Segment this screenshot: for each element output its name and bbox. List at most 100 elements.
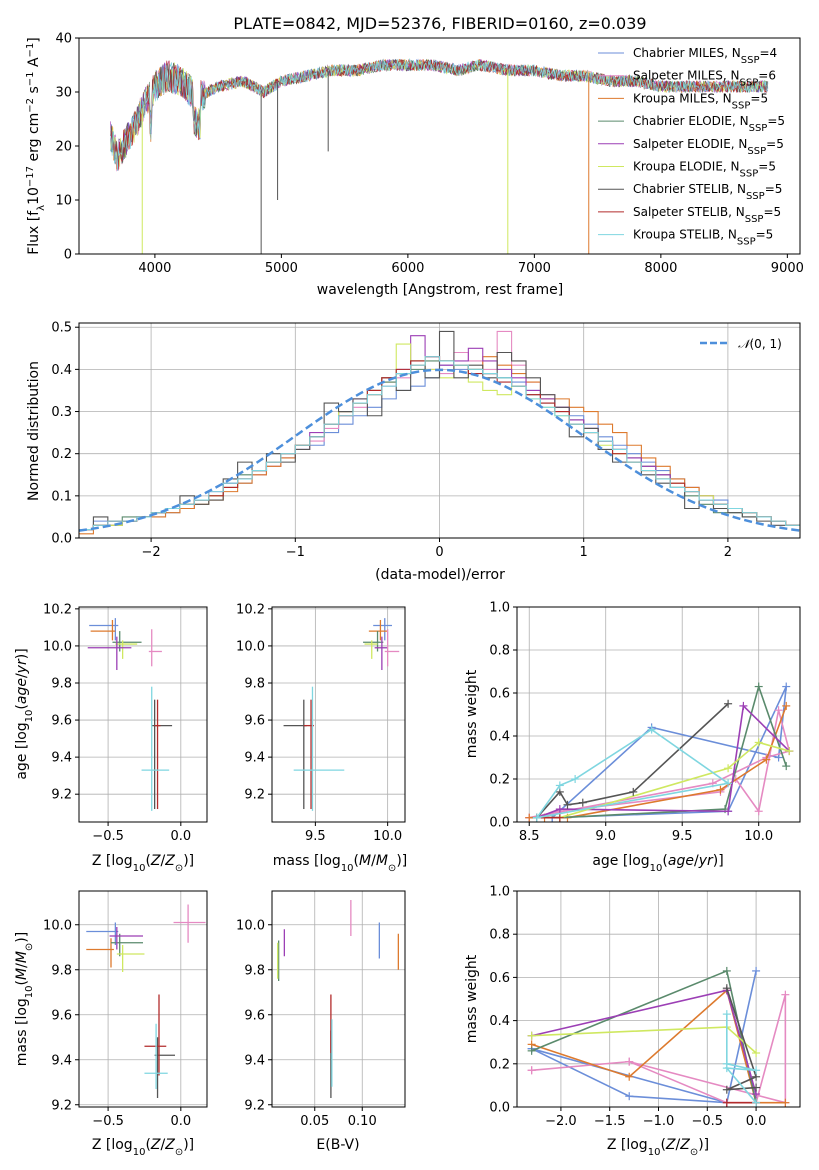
weight-vs-z bbox=[517, 890, 800, 1108]
mass-vs-ebv-xtick-label: 0.10 bbox=[348, 1114, 377, 1129]
weight-vs-z-ytick-label: 0.8 bbox=[489, 928, 510, 943]
age-vs-z-xtick-label: −0.5 bbox=[92, 829, 124, 844]
weight-vs-age-series bbox=[536, 728, 731, 819]
spectrum-axes-xtick-label: 9000 bbox=[771, 261, 804, 276]
spectrum-axes-xtick-label: 5000 bbox=[265, 261, 298, 276]
age-vs-mass-ytick-label: 9.6 bbox=[244, 714, 265, 729]
weight-vs-age-ytick-label: 0.6 bbox=[489, 687, 510, 702]
legend-label: Chabrier MILES, NSSP=4 bbox=[633, 46, 777, 66]
mass-vs-z-ytick-label: 9.6 bbox=[51, 1008, 72, 1023]
mass-vs-z-ylabel: mass [log10(M/M⊙)] bbox=[14, 932, 35, 1067]
legend-label: Salpeter STELIB, NSSP=5 bbox=[633, 205, 781, 225]
spectrum-axes bbox=[110, 58, 769, 254]
weight-vs-age-xtick-label: 10.0 bbox=[744, 829, 773, 844]
spectrum-axes-xtick-label: 4000 bbox=[138, 261, 171, 276]
mass-vs-ebv-xlabel: E(B-V) bbox=[316, 1137, 359, 1153]
weight-vs-age-ylabel: mass weight bbox=[464, 669, 480, 758]
spectrum-axes-ytick-label: 20 bbox=[55, 140, 72, 155]
legend-label: Kroupa ELODIE, NSSP=5 bbox=[633, 160, 776, 180]
hist-axes-ytick-label: 0.1 bbox=[51, 489, 72, 504]
spectrum-line bbox=[110, 58, 769, 172]
hist-axes-ytick-label: 0.3 bbox=[51, 405, 72, 420]
spectrum-xlabel: wavelength [Angstrom, rest frame] bbox=[317, 282, 563, 298]
legend-label: Chabrier ELODIE, NSSP=5 bbox=[633, 114, 785, 134]
age-vs-mass-xtick-label: 9.5 bbox=[305, 829, 326, 844]
mass-vs-z-xtick-label: −0.5 bbox=[92, 1114, 124, 1129]
legend-label: 𝒩(0, 1) bbox=[738, 337, 782, 351]
hist-axes-xtick-label: 2 bbox=[724, 545, 732, 560]
spectrum-ylabel: Flux [fλ10−17 erg cm−2 s−1 A−1] bbox=[25, 37, 47, 255]
weight-vs-z-ytick-label: 1.0 bbox=[489, 885, 510, 900]
mass-vs-z-xlabel: Z [log10(Z/Z⊙)] bbox=[92, 1137, 194, 1158]
age-vs-z bbox=[79, 607, 207, 822]
mass-vs-z-ytick-label: 10.0 bbox=[43, 918, 72, 933]
age-vs-mass-ytick-label: 9.8 bbox=[244, 676, 265, 691]
weight-vs-age-frame bbox=[516, 606, 801, 823]
figure-title: PLATE=0842, MJD=52376, FIBERID=0160, z=0… bbox=[233, 14, 646, 33]
spectrum-axes-ytick-label: 30 bbox=[55, 86, 72, 101]
age-vs-mass-frame bbox=[271, 606, 406, 823]
weight-vs-z-xtick-label: −1.5 bbox=[594, 1114, 626, 1129]
age-vs-z-xtick-label: 0.0 bbox=[170, 829, 191, 844]
weight-vs-age-ytick-label: 0.8 bbox=[489, 644, 510, 659]
mass-vs-z-frame bbox=[78, 890, 208, 1108]
legend-label: Salpeter ELODIE, NSSP=5 bbox=[633, 137, 784, 157]
weight-vs-age bbox=[517, 606, 800, 823]
weight-vs-z-xtick-label: 0.0 bbox=[746, 1114, 767, 1129]
hist-axes-xtick-label: −1 bbox=[286, 545, 305, 560]
weight-vs-z-xtick-label: −0.5 bbox=[692, 1114, 724, 1129]
mass-vs-z-ytick-label: 9.4 bbox=[51, 1053, 72, 1068]
hist-axes-xtick-label: 1 bbox=[580, 545, 588, 560]
hist-axes-ytick-label: 0.0 bbox=[51, 532, 72, 547]
weight-vs-age-ytick-label: 0.0 bbox=[489, 816, 510, 831]
mass-vs-z-ytick-label: 9.8 bbox=[51, 963, 72, 978]
mass-vs-ebv-ytick-label: 10.0 bbox=[236, 918, 265, 933]
mass-vs-ebv-ytick-label: 9.2 bbox=[244, 1098, 265, 1113]
age-vs-mass-xtick-label: 10.0 bbox=[373, 829, 402, 844]
hist-ylabel: Normed distribution bbox=[26, 361, 42, 501]
age-vs-z-frame bbox=[78, 606, 208, 823]
age-vs-z-ytick-label: 10.2 bbox=[43, 602, 72, 617]
hist-axes bbox=[78, 323, 801, 539]
weight-vs-z-xtick-label: −1.0 bbox=[643, 1114, 675, 1129]
hist-step bbox=[79, 356, 800, 531]
mass-vs-ebv-frame bbox=[271, 890, 406, 1108]
weight-vs-z-series bbox=[531, 989, 757, 1095]
spectrum-axes-ytick-label: 10 bbox=[55, 194, 72, 209]
hist-axes-ytick-label: 0.4 bbox=[51, 363, 72, 378]
hist-axes-ytick-label: 0.2 bbox=[51, 447, 72, 462]
spectrum-axes-xtick-label: 7000 bbox=[518, 261, 551, 276]
spectrum-axes-xtick-label: 8000 bbox=[644, 261, 677, 276]
weight-vs-z-ytick-label: 0.6 bbox=[489, 971, 510, 986]
spectrum-axes-ytick-label: 0 bbox=[64, 248, 72, 263]
age-vs-z-ytick-label: 9.2 bbox=[51, 788, 72, 803]
age-vs-mass-xlabel: mass [log10(M/M⊙)] bbox=[273, 853, 408, 874]
weight-vs-z-series bbox=[726, 987, 758, 1091]
hist-xlabel: (data-model)/error bbox=[375, 567, 505, 583]
mass-vs-z bbox=[79, 891, 207, 1107]
weight-vs-age-xtick-label: 9.0 bbox=[595, 829, 616, 844]
weight-vs-z-series bbox=[531, 994, 787, 1104]
spectrum-axes-ytick-label: 40 bbox=[55, 32, 72, 47]
legend-label: Chabrier STELIB, NSSP=5 bbox=[633, 182, 782, 202]
spectrum-axes-xtick-label: 6000 bbox=[391, 261, 424, 276]
hist-axes-xtick-label: −2 bbox=[142, 545, 161, 560]
age-vs-z-ytick-label: 9.8 bbox=[51, 676, 72, 691]
weight-vs-z-ytick-label: 0.4 bbox=[489, 1014, 510, 1029]
mass-vs-ebv bbox=[272, 891, 405, 1107]
mass-vs-ebv-ytick-label: 9.6 bbox=[244, 1008, 265, 1023]
gaussian-curve bbox=[78, 368, 801, 532]
mass-vs-z-xtick-label: 0.0 bbox=[170, 1114, 191, 1129]
mass-vs-z-ytick-label: 9.2 bbox=[51, 1098, 72, 1113]
age-vs-z-ytick-label: 9.4 bbox=[51, 751, 72, 766]
weight-vs-z-xlabel: Z [log10(Z/Z⊙)] bbox=[607, 1137, 709, 1158]
weight-vs-age-series bbox=[529, 709, 791, 819]
age-vs-z-ytick-label: 9.6 bbox=[51, 714, 72, 729]
weight-vs-z-xtick-label: −2.0 bbox=[545, 1114, 577, 1129]
hist-axes-ytick-label: 0.5 bbox=[51, 321, 72, 336]
age-vs-z-xlabel: Z [log10(Z/Z⊙)] bbox=[92, 853, 194, 874]
mass-vs-ebv-ytick-label: 9.8 bbox=[244, 963, 265, 978]
weight-vs-z-ylabel: mass weight bbox=[464, 954, 480, 1043]
legend-label: Kroupa MILES, NSSP=5 bbox=[633, 91, 768, 111]
